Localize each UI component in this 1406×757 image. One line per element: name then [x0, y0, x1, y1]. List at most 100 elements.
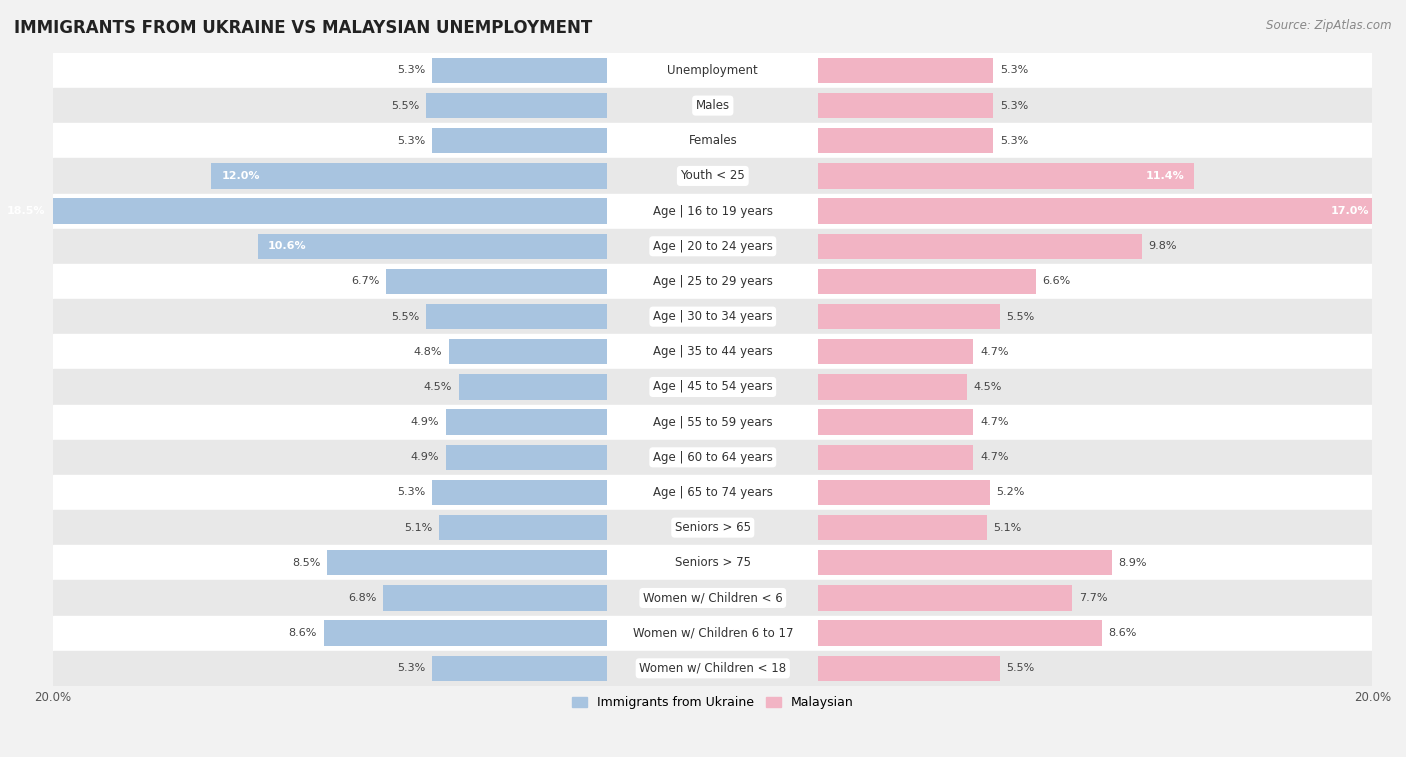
Bar	[818, 58, 993, 83]
Bar	[53, 440, 1372, 475]
Text: 5.1%: 5.1%	[404, 522, 433, 533]
Text: 4.9%: 4.9%	[411, 452, 439, 463]
Text: 8.6%: 8.6%	[1108, 628, 1137, 638]
Bar	[323, 621, 607, 646]
Text: 5.5%: 5.5%	[1007, 663, 1035, 673]
Text: Age | 30 to 34 years: Age | 30 to 34 years	[652, 310, 773, 323]
Text: 4.7%: 4.7%	[980, 452, 1008, 463]
Text: 5.3%: 5.3%	[398, 136, 426, 146]
Bar	[818, 585, 1073, 611]
Text: 4.5%: 4.5%	[973, 382, 1001, 392]
Bar	[818, 164, 1194, 188]
Text: Age | 25 to 29 years: Age | 25 to 29 years	[652, 275, 773, 288]
Bar	[433, 656, 607, 681]
Text: Youth < 25: Youth < 25	[681, 170, 745, 182]
Bar	[439, 515, 607, 540]
Bar	[257, 234, 607, 259]
Bar	[449, 339, 607, 364]
Text: Age | 16 to 19 years: Age | 16 to 19 years	[652, 204, 773, 217]
Bar	[53, 88, 1372, 123]
Text: 10.6%: 10.6%	[267, 241, 307, 251]
Text: 5.3%: 5.3%	[398, 65, 426, 76]
Bar	[818, 128, 993, 154]
Bar	[818, 515, 987, 540]
Bar	[818, 339, 973, 364]
Bar	[433, 480, 607, 505]
Text: Age | 55 to 59 years: Age | 55 to 59 years	[652, 416, 773, 428]
Text: IMMIGRANTS FROM UKRAINE VS MALAYSIAN UNEMPLOYMENT: IMMIGRANTS FROM UKRAINE VS MALAYSIAN UNE…	[14, 19, 592, 37]
Text: 5.5%: 5.5%	[1007, 312, 1035, 322]
Text: 6.8%: 6.8%	[349, 593, 377, 603]
Text: Source: ZipAtlas.com: Source: ZipAtlas.com	[1267, 19, 1392, 32]
Text: 6.6%: 6.6%	[1043, 276, 1071, 286]
Text: 8.6%: 8.6%	[288, 628, 316, 638]
Bar	[53, 264, 1372, 299]
Bar	[818, 410, 973, 435]
Bar	[818, 550, 1112, 575]
Text: 5.3%: 5.3%	[1000, 101, 1028, 111]
Text: 12.0%: 12.0%	[221, 171, 260, 181]
Text: 5.2%: 5.2%	[997, 488, 1025, 497]
Legend: Immigrants from Ukraine, Malaysian: Immigrants from Ukraine, Malaysian	[567, 691, 859, 715]
Text: 5.3%: 5.3%	[398, 663, 426, 673]
Bar	[382, 585, 607, 611]
Bar	[433, 58, 607, 83]
Text: Women w/ Children 6 to 17: Women w/ Children 6 to 17	[633, 627, 793, 640]
Bar	[446, 444, 607, 470]
Bar	[53, 53, 1372, 88]
Text: 8.9%: 8.9%	[1118, 558, 1147, 568]
Text: 4.8%: 4.8%	[413, 347, 443, 357]
Bar	[446, 410, 607, 435]
Text: 9.8%: 9.8%	[1149, 241, 1177, 251]
Text: 5.5%: 5.5%	[391, 312, 419, 322]
Text: Women w/ Children < 18: Women w/ Children < 18	[640, 662, 786, 674]
Bar	[818, 234, 1142, 259]
Text: Age | 60 to 64 years: Age | 60 to 64 years	[652, 451, 773, 464]
Text: 4.7%: 4.7%	[980, 417, 1008, 427]
Bar	[53, 545, 1372, 581]
Bar	[426, 304, 607, 329]
Bar	[387, 269, 607, 294]
Text: Females: Females	[689, 134, 737, 148]
Bar	[53, 123, 1372, 158]
Bar	[426, 93, 607, 118]
Text: 6.7%: 6.7%	[352, 276, 380, 286]
Text: Seniors > 75: Seniors > 75	[675, 556, 751, 569]
Bar	[53, 581, 1372, 615]
Text: 5.3%: 5.3%	[1000, 136, 1028, 146]
Text: 5.3%: 5.3%	[398, 488, 426, 497]
Text: 4.7%: 4.7%	[980, 347, 1008, 357]
Bar	[818, 656, 1000, 681]
Bar	[818, 93, 993, 118]
Text: 4.9%: 4.9%	[411, 417, 439, 427]
Text: 11.4%: 11.4%	[1146, 171, 1184, 181]
Bar	[53, 615, 1372, 651]
Bar	[458, 374, 607, 400]
Bar	[53, 299, 1372, 334]
Bar	[211, 164, 607, 188]
Bar	[818, 198, 1379, 224]
Bar	[53, 475, 1372, 510]
Bar	[818, 269, 1036, 294]
Text: Age | 20 to 24 years: Age | 20 to 24 years	[652, 240, 773, 253]
Bar	[53, 194, 1372, 229]
Bar	[0, 198, 607, 224]
Text: Women w/ Children < 6: Women w/ Children < 6	[643, 591, 783, 605]
Bar	[818, 444, 973, 470]
Text: 5.3%: 5.3%	[1000, 65, 1028, 76]
Text: Unemployment: Unemployment	[668, 64, 758, 77]
Bar	[53, 158, 1372, 194]
Bar	[818, 304, 1000, 329]
Bar	[326, 550, 607, 575]
Bar	[53, 229, 1372, 264]
Bar	[433, 128, 607, 154]
Text: Age | 35 to 44 years: Age | 35 to 44 years	[652, 345, 773, 358]
Text: 4.5%: 4.5%	[423, 382, 453, 392]
Bar	[818, 621, 1102, 646]
Bar	[53, 334, 1372, 369]
Text: Age | 45 to 54 years: Age | 45 to 54 years	[652, 381, 773, 394]
Bar	[53, 510, 1372, 545]
Text: Males: Males	[696, 99, 730, 112]
Text: 7.7%: 7.7%	[1078, 593, 1108, 603]
Text: 8.5%: 8.5%	[292, 558, 321, 568]
